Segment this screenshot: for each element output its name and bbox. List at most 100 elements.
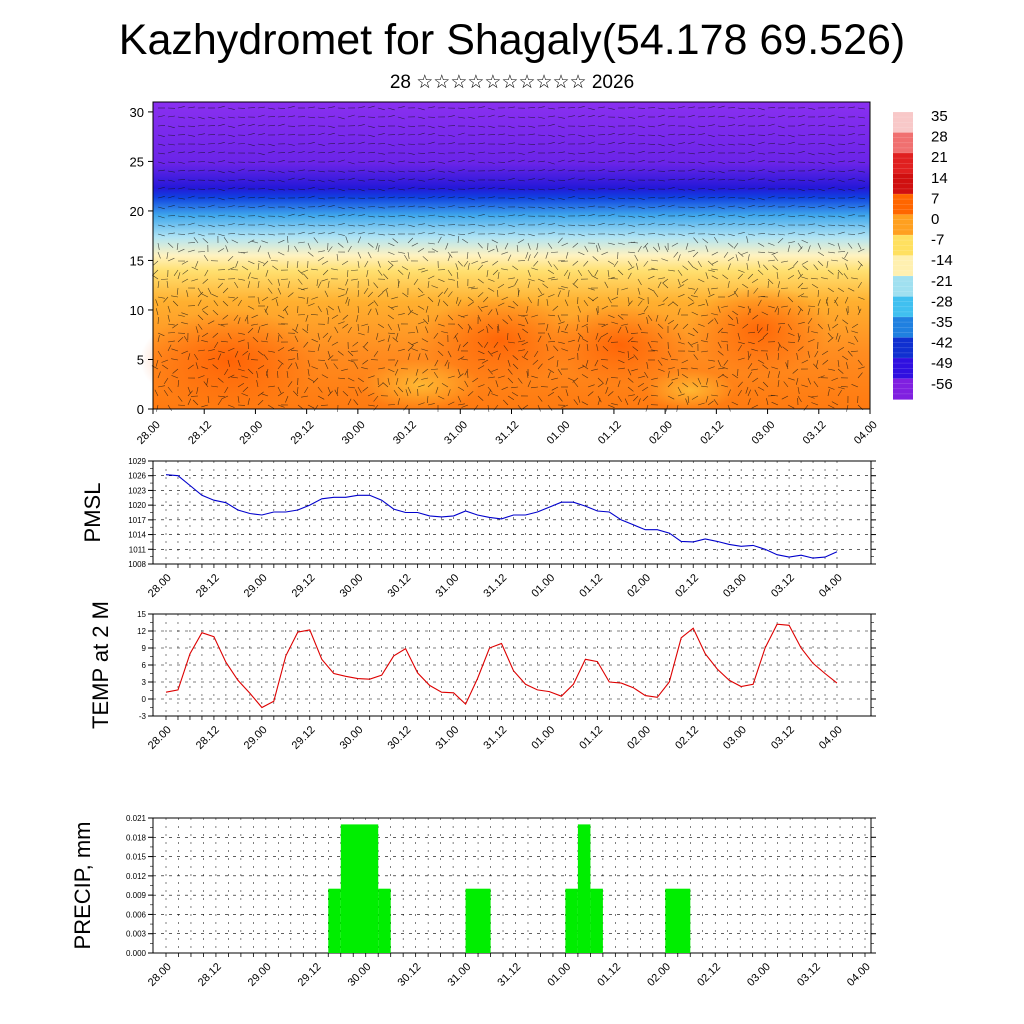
wind-arrow xyxy=(217,377,224,383)
wind-arrow xyxy=(294,335,299,343)
wind-arrow xyxy=(486,269,489,277)
wind-arrow xyxy=(691,311,699,316)
wind-arrow xyxy=(737,389,742,397)
wind-arrow xyxy=(737,368,739,377)
wind-arrow xyxy=(757,337,765,343)
wind-arrow xyxy=(267,116,276,118)
wind-arrow xyxy=(545,251,549,259)
wind-arrow xyxy=(237,317,241,325)
wind-arrow xyxy=(437,152,445,155)
wind-arrow xyxy=(277,188,285,191)
wind-arrow xyxy=(407,224,415,227)
wind-arrow xyxy=(195,260,199,268)
wind-arrow xyxy=(327,143,336,145)
wind-arrow xyxy=(157,115,165,118)
wind-arrow xyxy=(627,260,633,267)
wind-arrow xyxy=(657,332,663,339)
wind-arrow xyxy=(857,224,865,227)
wind-arrow xyxy=(397,281,400,289)
wind-arrow xyxy=(650,341,659,343)
wind-arrow xyxy=(837,251,846,253)
wind-arrow xyxy=(697,143,705,146)
wind-arrow xyxy=(827,242,835,246)
wind-arrow xyxy=(207,215,215,218)
wind-arrow xyxy=(357,323,359,332)
wind-arrow xyxy=(271,296,279,301)
wind-arrow xyxy=(687,224,695,228)
wind-arrow xyxy=(347,350,354,357)
wind-arrow xyxy=(601,365,609,370)
wind-arrow xyxy=(587,115,595,118)
wind-arrow xyxy=(787,404,795,409)
wind-arrow xyxy=(587,391,594,397)
wind-arrow xyxy=(257,215,265,219)
precip-x-tick-label: 03.12 xyxy=(795,961,823,989)
wind-arrow xyxy=(565,251,569,259)
wind-arrow xyxy=(337,206,345,210)
wind-arrow xyxy=(287,281,290,289)
wind-arrow xyxy=(857,260,864,267)
wind-arrow xyxy=(527,296,532,304)
wind-arrow xyxy=(467,206,476,208)
wind-arrow xyxy=(307,359,311,367)
wind-arrow xyxy=(247,341,249,350)
wind-arrow xyxy=(442,300,449,307)
wind-arrow xyxy=(427,206,435,209)
wind-arrow xyxy=(347,142,355,145)
wind-arrow xyxy=(577,114,585,118)
wind-arrow xyxy=(307,242,311,250)
wind-arrow xyxy=(247,169,256,172)
wind-arrow xyxy=(487,309,493,316)
wind-arrow xyxy=(827,287,834,293)
wind-arrow xyxy=(584,245,589,253)
wind-arrow xyxy=(857,179,865,182)
wind-arrow xyxy=(207,125,216,127)
wind-arrow xyxy=(157,233,165,237)
wind-arrow xyxy=(297,296,305,299)
wind-arrow xyxy=(507,277,515,280)
wind-arrow xyxy=(787,332,795,336)
wind-arrow xyxy=(767,170,775,173)
wind-arrow xyxy=(417,268,425,271)
wind-arrow xyxy=(577,365,585,370)
wind-arrow xyxy=(176,287,179,295)
wind-arrow xyxy=(167,161,176,164)
wind-arrow xyxy=(673,251,679,258)
wind-arrow xyxy=(521,314,529,317)
wind-arrow xyxy=(447,196,455,199)
wind-arrow xyxy=(457,196,465,199)
wind-arrow xyxy=(693,354,699,361)
wind-arrow xyxy=(767,133,775,136)
wind-arrow xyxy=(366,269,369,277)
wind-arrow xyxy=(837,287,845,293)
wind-arrow xyxy=(766,398,769,406)
wind-arrow xyxy=(427,232,435,235)
wind-arrow xyxy=(417,294,425,298)
pmsl-x-tick-label: 03.00 xyxy=(721,572,749,600)
wind-arrow xyxy=(307,368,310,376)
wind-arrow xyxy=(387,143,395,147)
wind-arrow xyxy=(511,386,519,389)
wind-arrow xyxy=(797,395,802,403)
wind-arrow xyxy=(437,236,442,244)
precip-x-tick-label: 30.00 xyxy=(346,961,374,989)
wind-arrow xyxy=(434,314,439,322)
wind-arrow xyxy=(357,124,365,127)
wind-arrow xyxy=(567,107,576,109)
wind-arrow xyxy=(387,179,395,182)
x-tick-label: 01.12 xyxy=(596,419,624,447)
wind-arrow xyxy=(257,169,266,172)
wind-arrow xyxy=(422,318,429,325)
wind-arrow xyxy=(822,359,829,365)
wind-arrow xyxy=(251,314,259,319)
wind-arrow xyxy=(413,278,419,285)
wind-arrow xyxy=(277,404,285,408)
wind-arrow xyxy=(456,296,459,304)
wind-arrow xyxy=(691,341,699,345)
wind-arrow xyxy=(487,215,495,218)
wind-arrow xyxy=(324,290,329,298)
wind-arrow xyxy=(157,335,160,343)
colorbar-segment xyxy=(893,194,913,216)
wind-arrow xyxy=(577,335,581,343)
wind-arrow xyxy=(197,224,205,227)
